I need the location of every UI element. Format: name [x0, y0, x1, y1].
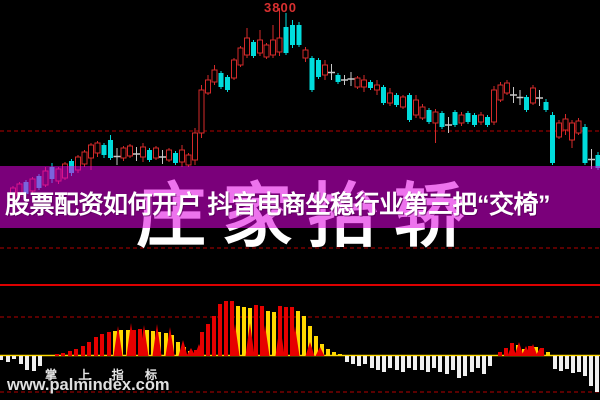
indicator-panel: [0, 284, 600, 393]
news-ticker-banner: 股票配资如何开户 抖音电商坐稳行业第三把“交椅”: [0, 166, 600, 228]
logo-url: www.palmindex.com: [7, 376, 170, 394]
banner-headline: 股票配资如何开户 抖音电商坐稳行业第三把“交椅”: [5, 191, 550, 219]
price-peak-label: 3800: [264, 0, 297, 15]
logo-chinese-name: 掌 上 指 标: [45, 368, 167, 382]
